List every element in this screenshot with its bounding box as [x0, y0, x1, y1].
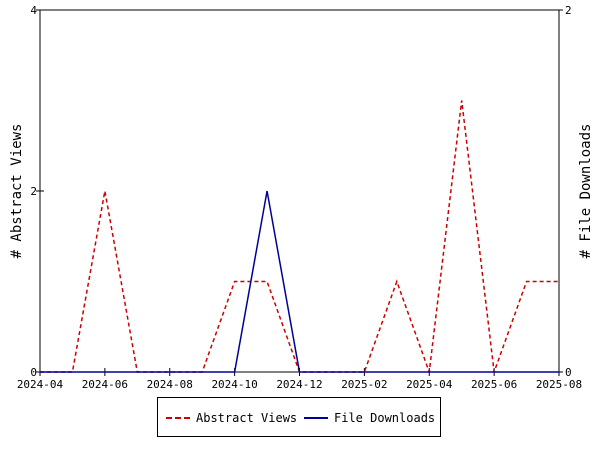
x-tick-label: 2024-06 [82, 378, 128, 391]
legend-swatch-file-downloads [304, 417, 328, 419]
legend: Abstract Views File Downloads [157, 397, 441, 437]
right-axis-title: # File Downloads [578, 124, 594, 259]
plot-area [39, 9, 560, 373]
x-tick-label: 2024-12 [276, 378, 322, 391]
legend-label-file-downloads: File Downloads [334, 411, 436, 425]
legend-label-abstract-views: Abstract Views [196, 411, 298, 425]
x-tick-label: 2024-10 [211, 378, 257, 391]
x-tick-label: 2025-08 [536, 378, 582, 391]
x-tick-label: 2025-04 [406, 378, 453, 391]
left-tick-label: 0 [30, 366, 37, 379]
x-tick-label: 2025-06 [471, 378, 517, 391]
series-line-file-downloads [40, 190, 559, 373]
right-tick-label: 0 [565, 366, 572, 379]
x-tick-label: 2024-04 [17, 378, 64, 391]
left-tick-label: 4 [30, 4, 37, 17]
series-layer [40, 100, 559, 373]
x-axis: 2024-04 2024-06 2024-08 2024-10 2024-12 2025-… [17, 368, 582, 391]
x-tick-label: 2025-02 [341, 378, 387, 391]
legend-item-abstract-views: Abstract Views [166, 410, 297, 426]
x-tick-label: 2024-08 [147, 378, 193, 391]
right-tick-label: 2 [565, 4, 572, 17]
left-tick-label: 2 [30, 185, 37, 198]
legend-item-file-downloads: File Downloads [304, 410, 435, 426]
legend-swatch-abstract-views [166, 417, 190, 419]
left-axis-title: # Abstract Views [9, 124, 25, 259]
